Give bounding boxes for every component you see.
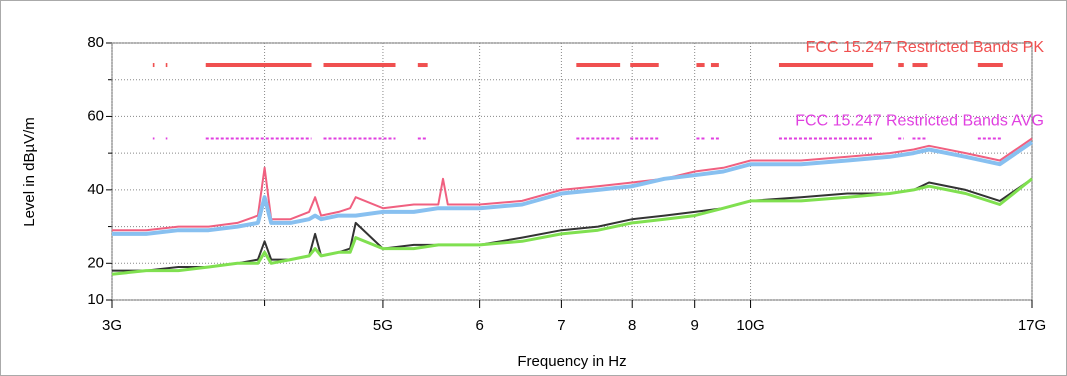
x-tick-label: 3G bbox=[102, 317, 122, 334]
limit-label: FCC 15.247 Restricted Bands AVG bbox=[795, 113, 1044, 130]
y-tick-label: 20 bbox=[87, 254, 104, 271]
trace bbox=[112, 137, 1033, 232]
x-tick-label: 7 bbox=[557, 317, 565, 334]
y-tick-label: 40 bbox=[87, 181, 104, 198]
limit-label: FCC 15.247 Restricted Bands PK bbox=[806, 39, 1045, 56]
y-tick-label: 10 bbox=[87, 291, 104, 308]
x-axis-label: Frequency in Hz bbox=[517, 353, 626, 370]
y-tick-label: 60 bbox=[87, 107, 104, 124]
x-tick-label: 6 bbox=[475, 317, 483, 334]
x-tick-label: 9 bbox=[691, 317, 699, 334]
trace bbox=[111, 177, 1033, 276]
x-tick-label: 10G bbox=[736, 317, 764, 334]
x-tick-label: 5G bbox=[373, 317, 393, 334]
y-axis-label: Level in dBµV/m bbox=[21, 117, 38, 227]
y-tick-label: 80 bbox=[87, 34, 104, 51]
x-tick-label: 8 bbox=[628, 317, 636, 334]
trace bbox=[112, 140, 1034, 236]
x-tick-label: 17G bbox=[1018, 317, 1046, 334]
